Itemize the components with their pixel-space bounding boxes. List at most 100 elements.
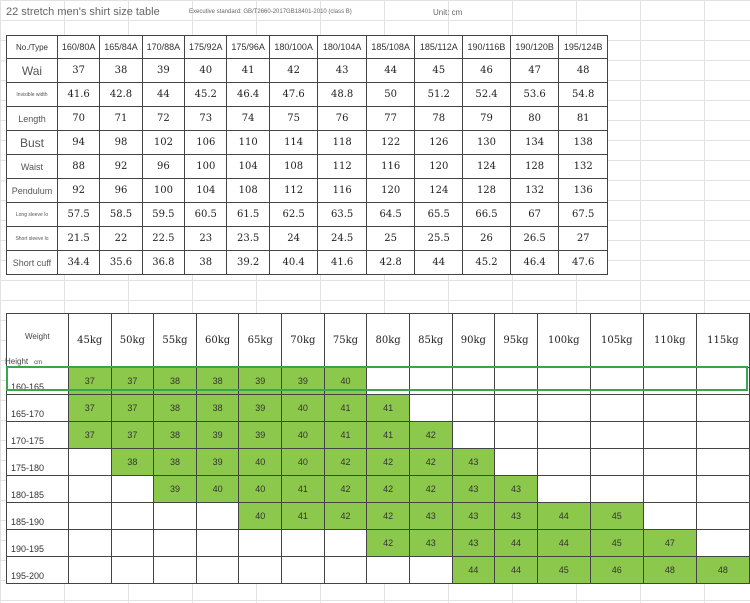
fit-size-cell[interactable]: 42	[323, 448, 368, 476]
size-value-cell[interactable]: 128	[462, 178, 511, 203]
size-value-cell[interactable]: 134	[509, 130, 560, 155]
size-value-cell[interactable]: 39.2	[226, 250, 270, 275]
empty-cell[interactable]	[238, 556, 283, 584]
size-row-label[interactable]: Long sleeve lo	[6, 202, 58, 227]
empty-cell[interactable]	[695, 448, 750, 476]
empty-cell[interactable]	[110, 529, 155, 557]
empty-cell[interactable]	[695, 502, 750, 530]
size-value-cell[interactable]: 77	[365, 106, 416, 131]
size-value-cell[interactable]: 81	[558, 106, 608, 131]
empty-cell[interactable]	[536, 394, 591, 422]
size-column-header[interactable]: 190/120B	[509, 35, 560, 59]
size-value-cell[interactable]: 53.6	[509, 82, 560, 107]
weight-column-header[interactable]: 65kg	[238, 313, 283, 368]
empty-cell[interactable]	[494, 367, 538, 395]
empty-cell[interactable]	[536, 421, 591, 449]
fit-size-cell[interactable]: 42	[366, 529, 410, 557]
size-value-cell[interactable]: 106	[184, 130, 228, 155]
empty-cell[interactable]	[366, 556, 410, 584]
size-value-cell[interactable]: 110	[226, 130, 270, 155]
size-row-label[interactable]: Bust	[6, 130, 58, 155]
size-column-header[interactable]: 180/100A	[268, 35, 319, 59]
size-column-header[interactable]: 175/92A	[184, 35, 228, 59]
empty-cell[interactable]	[451, 421, 496, 449]
size-value-cell[interactable]: 46.4	[226, 82, 270, 107]
size-value-cell[interactable]: 44	[365, 58, 416, 83]
fit-size-cell[interactable]: 42	[366, 448, 410, 476]
size-value-cell[interactable]: 126	[414, 130, 464, 155]
empty-cell[interactable]	[451, 367, 496, 395]
fit-size-cell[interactable]: 43	[451, 502, 496, 530]
empty-cell[interactable]	[195, 556, 240, 584]
size-value-cell[interactable]: 37	[56, 58, 101, 83]
empty-cell[interactable]	[323, 529, 368, 557]
height-range-label[interactable]: 180-185	[6, 475, 69, 503]
fit-size-cell[interactable]: 44	[536, 502, 591, 530]
empty-cell[interactable]	[67, 448, 112, 476]
size-column-header[interactable]: 185/112A	[414, 35, 464, 59]
weight-column-header[interactable]: 115kg	[695, 313, 750, 368]
fit-size-cell[interactable]: 37	[110, 367, 155, 395]
empty-cell[interactable]	[695, 394, 750, 422]
empty-cell[interactable]	[281, 529, 325, 557]
fit-size-cell[interactable]: 40	[195, 475, 240, 503]
fit-size-cell[interactable]: 47	[642, 529, 697, 557]
size-value-cell[interactable]: 43	[317, 58, 367, 83]
fit-size-cell[interactable]: 42	[408, 475, 453, 503]
size-value-cell[interactable]: 104	[226, 154, 270, 179]
fit-size-cell[interactable]: 38	[195, 367, 240, 395]
empty-cell[interactable]	[695, 475, 750, 503]
size-value-cell[interactable]: 45.2	[462, 250, 511, 275]
size-value-cell[interactable]: 47	[509, 58, 560, 83]
height-range-label[interactable]: 165-170	[6, 394, 69, 422]
fit-size-cell[interactable]: 39	[153, 475, 197, 503]
fit-size-cell[interactable]: 41	[323, 421, 368, 449]
size-value-cell[interactable]: 112	[317, 154, 367, 179]
empty-cell[interactable]	[451, 394, 496, 422]
size-value-cell[interactable]: 138	[558, 130, 608, 155]
size-column-header[interactable]: 190/116B	[462, 35, 511, 59]
empty-cell[interactable]	[536, 367, 591, 395]
fit-size-cell[interactable]: 37	[110, 394, 155, 422]
fit-size-cell[interactable]: 39	[238, 421, 283, 449]
fit-size-cell[interactable]: 41	[323, 394, 368, 422]
size-value-cell[interactable]: 70	[56, 106, 101, 131]
fit-size-cell[interactable]: 41	[366, 394, 410, 422]
size-value-cell[interactable]: 136	[558, 178, 608, 203]
weight-column-header[interactable]: 45kg	[67, 313, 112, 368]
empty-cell[interactable]	[536, 448, 591, 476]
empty-cell[interactable]	[153, 529, 197, 557]
size-value-cell[interactable]: 74	[226, 106, 270, 131]
size-value-cell[interactable]: 48.8	[317, 82, 367, 107]
size-value-cell[interactable]: 92	[99, 154, 143, 179]
size-value-cell[interactable]: 130	[462, 130, 511, 155]
empty-cell[interactable]	[695, 421, 750, 449]
size-value-cell[interactable]: 116	[317, 178, 367, 203]
size-column-header[interactable]: 185/108A	[365, 35, 416, 59]
size-value-cell[interactable]: 45	[414, 58, 464, 83]
empty-cell[interactable]	[110, 556, 155, 584]
size-row-label[interactable]: Waist	[6, 154, 58, 179]
size-value-cell[interactable]: 38	[184, 250, 228, 275]
size-value-cell[interactable]: 118	[317, 130, 367, 155]
size-value-cell[interactable]: 78	[414, 106, 464, 131]
size-value-cell[interactable]: 24	[268, 226, 319, 251]
fit-size-cell[interactable]: 45	[536, 556, 591, 584]
fit-size-cell[interactable]: 41	[366, 421, 410, 449]
fit-size-cell[interactable]: 44	[451, 556, 496, 584]
weight-column-header[interactable]: 50kg	[110, 313, 155, 368]
size-value-cell[interactable]: 34.4	[56, 250, 101, 275]
size-value-cell[interactable]: 42	[268, 58, 319, 83]
empty-cell[interactable]	[589, 394, 644, 422]
size-value-cell[interactable]: 22.5	[141, 226, 186, 251]
size-value-cell[interactable]: 132	[509, 178, 560, 203]
size-value-cell[interactable]: 108	[268, 154, 319, 179]
fit-size-cell[interactable]: 40	[238, 502, 283, 530]
empty-cell[interactable]	[195, 529, 240, 557]
fit-size-cell[interactable]: 40	[281, 421, 325, 449]
fit-size-cell[interactable]: 37	[67, 367, 112, 395]
empty-cell[interactable]	[589, 475, 644, 503]
height-range-label[interactable]: 185-190	[6, 502, 69, 530]
size-row-label[interactable]: Invisible width	[6, 82, 58, 107]
size-value-cell[interactable]: 44	[414, 250, 464, 275]
